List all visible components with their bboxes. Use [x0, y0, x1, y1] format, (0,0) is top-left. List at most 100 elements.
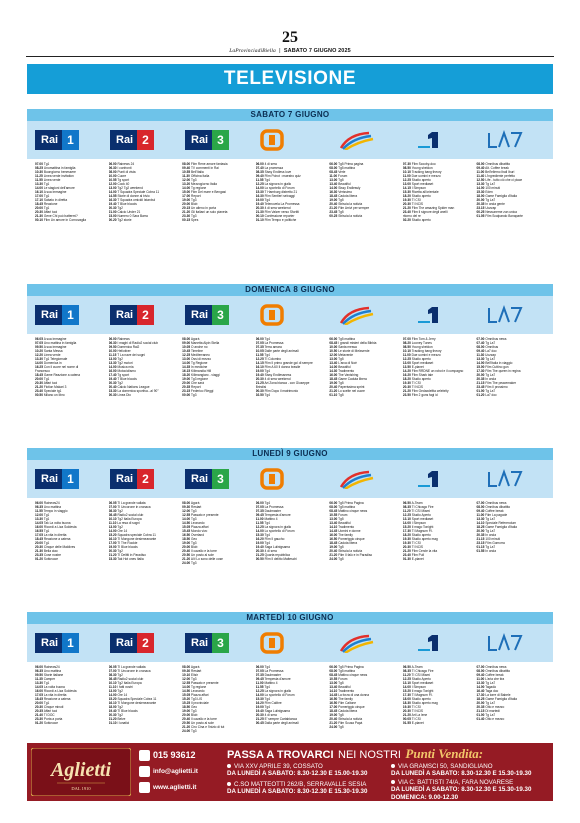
program-row: 11.10 La resa di sogni	[109, 521, 178, 525]
program-time: 08.00	[182, 665, 191, 669]
program-title: Telenovela La Promessa	[264, 202, 300, 206]
program-row: 16.10 Film A 60 Il donna brasile	[256, 365, 325, 369]
header-rule	[26, 56, 554, 57]
program-time: 09.30	[182, 505, 191, 509]
la7-logo-icon	[488, 305, 523, 323]
channel-logo-canale5	[335, 305, 385, 325]
program-time: 18.45	[35, 537, 43, 541]
rai-logo-icon: Rai 2	[110, 130, 154, 150]
program-row: 20.00 Tg1	[35, 541, 104, 545]
program-row: 10.00 Cuore	[109, 174, 178, 178]
channel-column-la7: 07.00 Omnibus news 08.00 Omnibus dibattit…	[476, 501, 545, 565]
program-row: 14.45 Uomini e donne	[329, 529, 398, 533]
program-time: 18.50	[182, 705, 191, 709]
program-time: 13.50	[402, 365, 411, 369]
program-time: 13.30	[476, 681, 485, 685]
program-row: 00.45 Dalla parte degli animali	[256, 721, 325, 725]
program-row: 06.00 Tg4	[256, 501, 325, 505]
program-time: 10.10	[182, 673, 191, 677]
channel-column-rai2: 06.05 TI La grande vallata 07.00 TI Uncor…	[109, 501, 178, 565]
rai-wordmark: Rai	[185, 633, 213, 653]
channel-logo-rai1: Rai 1	[35, 633, 85, 653]
program-row: 18.45 Reazione a catena	[35, 697, 104, 701]
program-time: 14.35	[182, 365, 191, 369]
program-time: 18.45	[329, 377, 338, 381]
program-row: 16.50 The family	[329, 697, 398, 701]
rai-wordmark: Rai	[35, 469, 63, 489]
program-title: La7 doc	[485, 393, 497, 397]
program-title: La resa di sogni	[117, 521, 140, 525]
program-title: Tg5	[338, 681, 344, 685]
program-time: 12.00	[35, 513, 43, 517]
channel-logo-rete4	[260, 632, 310, 654]
channel-column-rai3: 08.00 Agorà 09.30 Restart 12.00 Tg3 12.55 P…	[182, 501, 251, 565]
program-row: 24.00 Tg5	[329, 725, 398, 729]
program-title: Ossi di mezzo	[191, 357, 212, 361]
shop-fara-novarese: VIA C. BATTISTI 74/A, FARA NOVARESE DA L…	[391, 779, 551, 801]
program-row: 09.40 TV commenti in Rai	[182, 166, 251, 170]
program-row: 10.10 Tg2 Italia Europa	[109, 681, 178, 685]
program-time: 12.25	[255, 357, 264, 361]
program-row: 10.10 Elisir	[182, 673, 251, 677]
program-row: 13.40 Beautiful	[329, 182, 398, 186]
program-row: 14.50 Leonardo	[182, 689, 251, 693]
program-row: 13.00 Tg5	[329, 681, 398, 685]
program-title: Film Pull	[411, 553, 424, 557]
program-title: Game Famiglia d'Italia	[485, 525, 517, 529]
program-time: 11.00	[476, 513, 485, 517]
program-title: Mattino cinque news	[338, 673, 368, 677]
program-time: 21.25	[255, 717, 264, 721]
paper-name: LaProvinciadiBiella	[229, 48, 276, 54]
program-row: 16.30 T Squadra omicidi Istanbul	[109, 198, 178, 202]
program-time: 13.00	[108, 525, 117, 529]
program-time: 20.30	[35, 381, 43, 385]
program-row: 14.00 Tg3	[182, 517, 251, 521]
program-title: Tagadà	[485, 685, 496, 689]
program-title: TV commenti in Rai	[190, 166, 219, 170]
program-title: Striscia la notizia	[338, 717, 363, 721]
program-title: Restart	[191, 505, 202, 509]
rai-wordmark: Rai	[35, 305, 63, 325]
program-row: 20.00 Tg1	[35, 701, 104, 705]
shop-hours: DA LUNEDÌ A SABATO: 8.30-12.30 E 15.30-1…	[391, 786, 532, 794]
program-title: I confronti	[117, 166, 132, 170]
program-time: 19.40	[255, 709, 264, 713]
program-time: 11.55	[255, 685, 264, 689]
program-title: TI Uncorone in cronaca	[117, 505, 151, 509]
program-title: Tg4	[264, 521, 270, 525]
program-time: 13.30	[35, 357, 43, 361]
program-row: 12.25 La signora in giallo	[256, 182, 325, 186]
program-title: Confessione reporter	[264, 214, 295, 218]
program-title: Tg5	[338, 517, 344, 521]
program-time: 21.20	[402, 389, 411, 393]
shop-address: VIA GRAMSCI 50, SANDIGLIANO	[398, 763, 493, 770]
program-title: Dalle parte degli animali	[264, 349, 299, 353]
program-time: 17.05	[35, 533, 43, 537]
program-row: 12.20 Linea verde	[35, 353, 104, 357]
program-title: Sport mediaset	[411, 517, 434, 521]
program-time: 12.50	[476, 178, 485, 182]
program-row: 14.00 Bell'Italia in viaggio	[476, 361, 545, 365]
program-title: Film Il primo grande gol di sempre	[264, 361, 313, 365]
globe-icon	[139, 782, 150, 793]
rai-wordmark: Rai	[35, 130, 63, 150]
program-row: 16.50 Film Caltone	[329, 701, 398, 705]
rai-logo-icon: Rai 3	[185, 130, 229, 150]
program-title: TI CSI	[411, 381, 421, 385]
program-row: 19.40 Saga Luiinigsama	[256, 545, 325, 549]
program-time: 20.35	[476, 705, 485, 709]
program-title: Tg2	[117, 673, 123, 677]
program-time: 07.30	[402, 162, 411, 166]
channel-logo-la7	[485, 469, 535, 489]
rai-number: 1	[62, 305, 79, 325]
rai-logo-icon: Rai 1	[35, 130, 79, 150]
program-title: Beautiful	[338, 365, 351, 369]
program-row: 17.30 TI Magnum P.I.	[403, 693, 472, 697]
program-row: 08.30 Tg2	[109, 673, 178, 677]
program-title: Bell'Italia	[191, 170, 204, 174]
program-row: 06.50 A-Team	[403, 501, 472, 505]
program-time: 08.00	[329, 669, 338, 673]
program-time: 16.20	[255, 537, 264, 541]
program-row: 13.30 Tg La7	[476, 357, 545, 361]
program-time: 21.15	[476, 709, 485, 713]
